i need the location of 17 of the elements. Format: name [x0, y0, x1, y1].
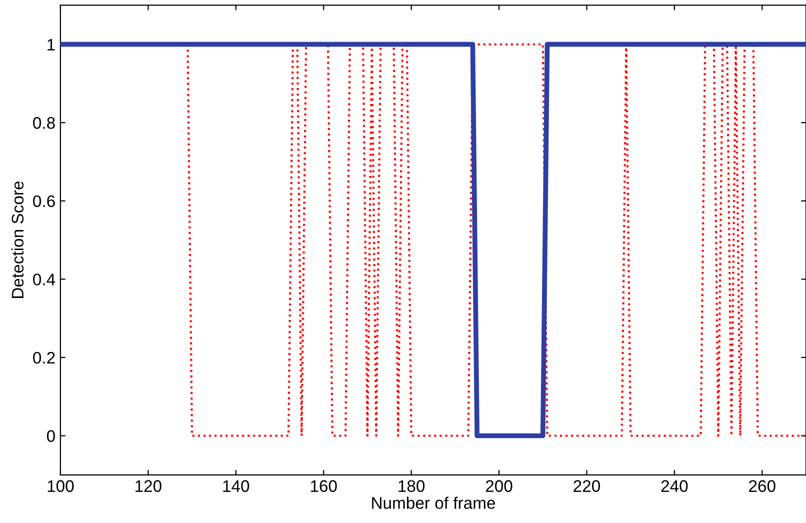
- y-tick-label: 1: [48, 38, 55, 50]
- y-tick-label: 0.4: [33, 274, 56, 286]
- y-axis-title: Detection Score: [11, 182, 24, 298]
- x-tick-label: 120: [136, 480, 162, 492]
- x-tick-label: 180: [398, 480, 425, 492]
- x-tick-label: 140: [223, 480, 250, 492]
- x-axis-title: Number of frame: [372, 496, 496, 509]
- y-tick-label: 0.2: [33, 352, 55, 364]
- x-tick-label: 260: [749, 480, 776, 492]
- y-tick-label: 0.6: [33, 195, 55, 208]
- x-tick-label: 200: [486, 480, 512, 492]
- x-tick-label: 220: [574, 480, 600, 492]
- x-tick-label: 100: [48, 480, 74, 492]
- y-tick-label: 0.8: [33, 117, 55, 129]
- x-tick-label: 240: [661, 480, 688, 492]
- x-tick-label: 160: [310, 480, 337, 492]
- y-tick-label: 0: [46, 430, 55, 442]
